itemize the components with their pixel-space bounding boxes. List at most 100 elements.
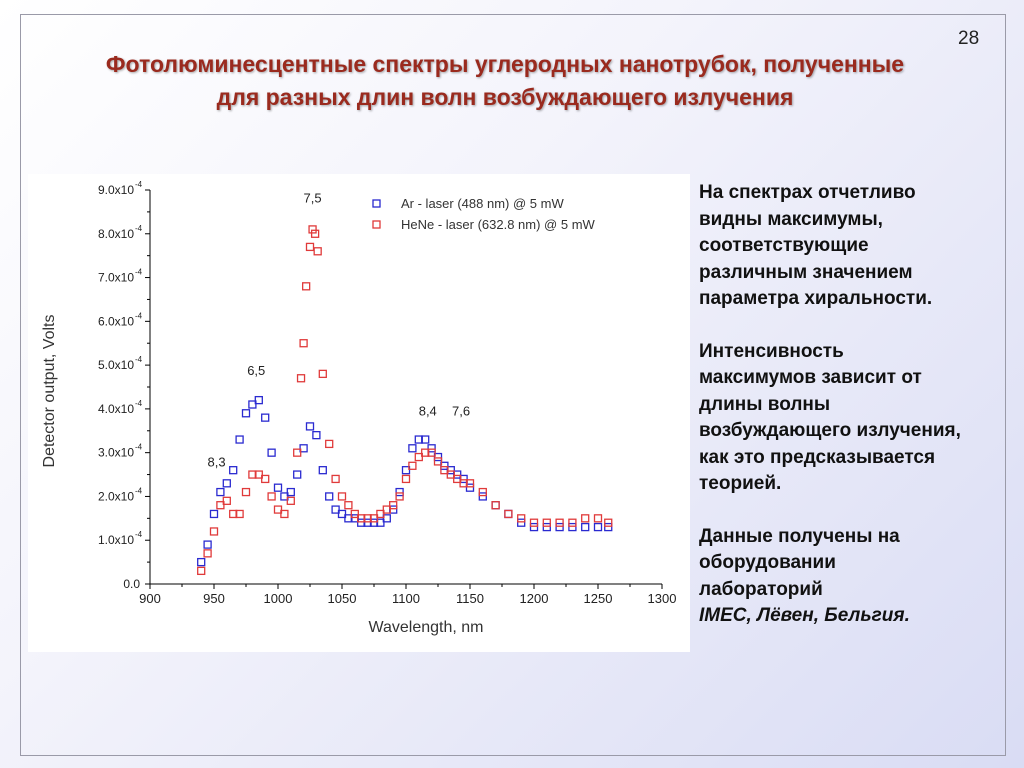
data-point [427,444,436,453]
data-point [504,509,513,519]
series-hene-laser [197,225,613,576]
y-tick-exponent: -4 [135,355,143,364]
p3-line-italic: IMEC, Лёвен, Бельгия. [699,605,910,626]
data-point [293,470,302,479]
x-axis-label: Wavelength, nm [368,619,483,636]
data-point [222,496,231,505]
data-point [376,509,385,519]
pl-spectra-chart: 900 950 1000 1050 1100 1150 1200 1250 1300 0.0 1.0… [41,180,676,636]
data-point [555,518,564,527]
data-point [446,470,455,479]
chart-legend: Ar - laser (488 nm) @ 5 mW HeNe - laser (… [372,196,596,232]
p3-line: оборудовании [699,552,836,573]
data-point [267,492,276,501]
chart-series-layer [197,225,613,576]
x-tick-label: 1200 [520,591,549,606]
data-point [216,501,225,510]
data-point [389,501,398,510]
p2-line: максимумов зависит от [699,367,922,388]
series-ar-laser [197,395,613,567]
peak-annotation: 6,5 [247,363,265,378]
data-point [382,505,391,514]
data-point [318,369,327,379]
data-point [280,492,289,501]
x-tick-label: 1100 [392,591,420,606]
data-point [273,483,283,492]
data-point [344,501,353,510]
data-point [305,242,315,252]
y-tick-label: 8.0x10 [98,227,134,241]
data-point [209,527,219,536]
y-tick-exponent: -4 [135,311,143,320]
data-point [433,452,443,462]
p3-line: Данные получены на [699,525,900,547]
p3-line: лабораторий [699,578,823,600]
slide-title-line-1: Фотолюминесцентные спектры углеродных на… [105,51,905,77]
data-point [376,518,385,527]
data-point [197,566,206,576]
data-point [465,479,475,488]
data-point [313,247,322,256]
data-point [433,457,443,466]
y-tick-label: 9.0x10 [98,183,134,197]
data-point [254,470,263,479]
data-point [408,461,417,470]
data-point [517,514,526,523]
data-point [325,492,334,501]
slide-title-line-2: для разных длин волн возбуждающего излуч… [216,84,794,110]
p1-line: различным значением [699,261,913,283]
data-point [241,487,251,497]
data-point [296,374,306,383]
data-point [286,487,295,497]
p2-line: теорией. [699,473,782,494]
data-point [408,444,417,453]
data-point [197,557,206,567]
description-paragraph-2: Интенсивность максимумов зависит от длин… [699,339,1019,498]
y-tick-label: 4.0x10 [98,402,134,416]
data-point [581,514,590,523]
y-tick-label: 2.0x10 [98,489,134,503]
data-point [209,509,219,519]
data-point [478,492,487,501]
data-point [604,522,613,532]
p2-line: длины волны [699,393,831,415]
legend-label: Ar - laser (488 nm) @ 5 mW [401,196,564,211]
data-point [395,487,404,497]
peak-annotation: 8,3 [208,455,226,470]
data-point [529,522,539,532]
data-point [542,522,551,532]
chart-axes: 900 950 1000 1050 1100 1150 1200 1250 1300 0.0 1.0… [41,180,676,636]
data-point [427,448,436,457]
y-tick-exponent: -4 [135,399,143,408]
p2-line: как это предсказывается [699,446,936,468]
peak-annotation: 8,4 [419,403,437,418]
data-point [529,518,539,527]
y-tick-exponent: -4 [135,224,143,233]
data-point [604,518,613,527]
p1-line: видны максимумы, [699,208,883,230]
data-point [325,439,334,449]
data-point [337,509,347,519]
data-point [299,444,308,453]
slide-title: Фотолюминесцентные спектры углеродных на… [40,48,970,114]
description-paragraph-3: Данные получены на оборудовании лаборато… [699,524,1019,630]
x-tick-label: 900 [139,591,161,606]
chart-panel: 900 950 1000 1050 1100 1150 1200 1250 1300 0.0 1.0… [28,174,690,652]
data-point [568,522,577,532]
data-point [517,518,526,527]
x-tick-label: 1000 [264,591,293,606]
y-tick-exponent: -4 [135,486,143,495]
x-tick-label: 1300 [648,591,677,606]
slide-number: 28 [958,28,980,49]
data-point [491,501,500,510]
data-point [331,474,340,484]
description-paragraph-1: На спектрах отчетливо видны максимумы, с… [699,180,1019,313]
data-point [395,492,404,501]
y-tick-label: 6.0x10 [98,314,134,328]
peak-annotation: 7,5 [304,190,322,205]
data-point [302,282,311,291]
y-tick-label: 7.0x10 [98,271,134,285]
y-tick-label: 0.0 [123,577,140,591]
y-tick-label: 3.0x10 [98,446,134,460]
data-point [261,413,270,422]
